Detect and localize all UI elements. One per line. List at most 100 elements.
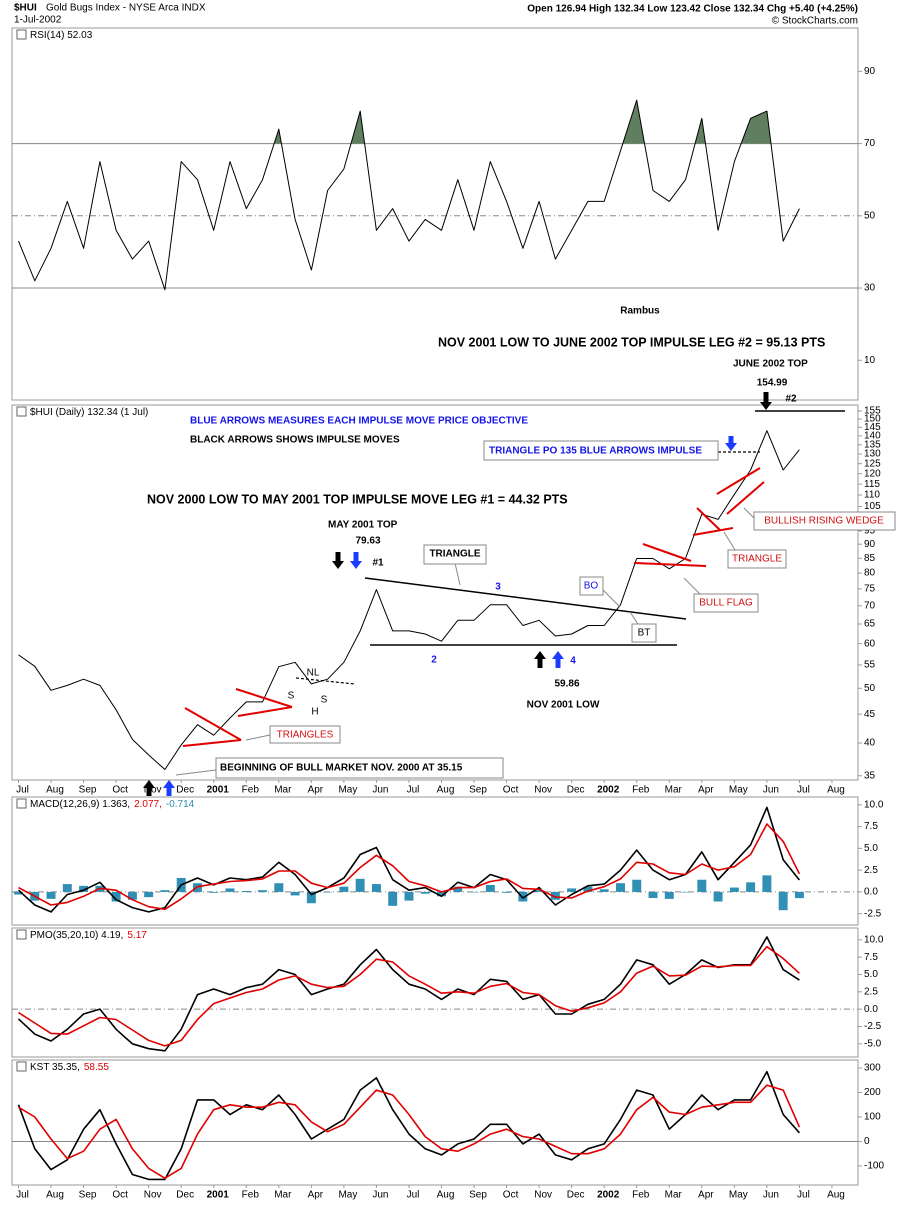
connector: [454, 562, 461, 586]
x-tick-label: Jul: [16, 785, 29, 796]
series-line: [17, 806, 801, 913]
arrow: [350, 552, 362, 569]
annotation: BLUE ARROWS MEASURES EACH IMPULSE MOVE P…: [190, 416, 528, 427]
histogram-bar: [762, 875, 772, 892]
arrow: [552, 651, 564, 668]
annotation: TRIANGLE PO 135 BLUE ARROWS IMPULSE: [489, 446, 702, 457]
histogram-bar: [746, 882, 756, 892]
histogram-bar: [420, 891, 430, 894]
histogram-bar: [79, 885, 89, 892]
x-tick-label: Feb: [632, 1190, 650, 1201]
histogram-bar: [567, 888, 577, 892]
histogram-bar: [615, 883, 625, 892]
callout-box: [423, 544, 487, 565]
annotation: NOV 2001 LOW: [527, 700, 600, 711]
histogram-bar: [664, 891, 674, 899]
histogram-bar: [306, 891, 316, 904]
y-tick-label: 10.0: [864, 799, 884, 810]
y-tick-label: 2.5: [864, 865, 878, 876]
y-tick-label: 5.0: [864, 843, 878, 854]
x-tick-label: Nov: [144, 1190, 162, 1201]
histogram-bar: [550, 891, 560, 900]
y-tick-label: -5.0: [864, 1038, 882, 1049]
annotation: #1: [372, 558, 384, 569]
x-tick-label: Jun: [372, 1190, 388, 1201]
x-tick-label: May: [729, 1190, 748, 1201]
x-tick-label: Oct: [503, 785, 519, 796]
histogram-bar: [453, 886, 463, 892]
annotation-shapes: [143, 392, 896, 796]
legend-icon: [16, 798, 27, 809]
y-tick-label: -2.5: [864, 908, 882, 919]
callout-box: [483, 440, 719, 461]
x-tick-label: Oct: [112, 785, 128, 796]
histogram-bar: [697, 879, 707, 892]
x-tick-label: Nov: [534, 785, 552, 796]
red-pattern-line: [696, 507, 721, 531]
x-tick-label: Feb: [242, 785, 260, 796]
legend-entry: RSI(14) 52.03: [30, 30, 93, 41]
histogram-bar: [258, 890, 268, 892]
y-tick-label: 90: [864, 66, 876, 77]
histogram-bar: [648, 891, 658, 899]
red-pattern-line: [633, 562, 707, 567]
y-tick-label: 7.5: [864, 821, 878, 832]
x-tick-label: Jul: [16, 1190, 29, 1201]
histogram-bar: [485, 884, 495, 892]
legend-entry: -0.714: [166, 799, 195, 810]
y-tick-label: 5.0: [864, 969, 878, 980]
x-tick-label: May: [729, 785, 748, 796]
histogram-bar: [371, 884, 381, 892]
red-pattern-line: [184, 707, 242, 741]
callout-box: [753, 511, 896, 531]
annotation: MAY 2001 TOP: [328, 520, 398, 531]
y-tick-label: 60: [864, 638, 876, 649]
callout-box: [269, 725, 341, 744]
y-tick-label: 100: [864, 1112, 881, 1123]
legend: MACD(12,26,9) 1.363, 2.077, -0.714: [30, 799, 195, 810]
histogram-bar: [355, 878, 365, 892]
annotation: 4: [570, 656, 576, 667]
x-tick-label: Sep: [79, 785, 97, 796]
arrow: [143, 780, 155, 796]
legend: KST 35.35, 58.55: [30, 1062, 109, 1073]
quote: Open 126.94 High 132.34 Low 123.42 Close…: [527, 4, 858, 15]
legend-icon: [16, 29, 27, 40]
y-tick-label: 35: [864, 770, 876, 781]
x-tick-label: Apr: [308, 785, 324, 796]
connector: [743, 507, 755, 519]
legend-entry: $HUI (Daily) 132.34 (1 Jul): [30, 407, 148, 418]
x-tick-label: 2002: [597, 785, 620, 796]
histogram-bar: [46, 891, 56, 899]
x-tick-label: Aug: [437, 1190, 455, 1201]
y-tick-label: 200: [864, 1087, 881, 1098]
callout-box: [693, 593, 759, 613]
red-pattern-line: [235, 688, 293, 708]
annotation: S: [321, 695, 328, 706]
x-tick-label: Nov: [144, 785, 162, 796]
x-tick-label: 2001: [207, 1190, 230, 1201]
annotation: #2: [785, 394, 797, 405]
histogram-bar: [144, 891, 154, 898]
copyright: © StockCharts.com: [772, 16, 858, 27]
arrow: [760, 392, 772, 410]
panel-frame: [11, 404, 859, 781]
x-tick-label: Jul: [407, 1190, 420, 1201]
annotation: JUNE 2002 TOP: [733, 359, 808, 370]
callout-box: [579, 576, 604, 596]
connector: [245, 734, 271, 741]
x-tick-label: May: [338, 785, 357, 796]
y-tick-label: 50: [864, 210, 876, 221]
x-tick-label: 2002: [597, 1190, 620, 1201]
panel-frame: [11, 27, 859, 401]
legend-entry: MACD(12,26,9) 1.363,: [30, 799, 130, 810]
annotation: Rambus: [620, 306, 660, 317]
x-tick-label: Mar: [274, 1190, 292, 1201]
x-tick-label: Apr: [698, 785, 714, 796]
x-tick-label: Sep: [469, 785, 487, 796]
x-tick-label: Jun: [372, 785, 388, 796]
legend-icon: [16, 406, 27, 417]
series-line: [17, 1070, 800, 1181]
x-tick-label: May: [338, 1190, 357, 1201]
